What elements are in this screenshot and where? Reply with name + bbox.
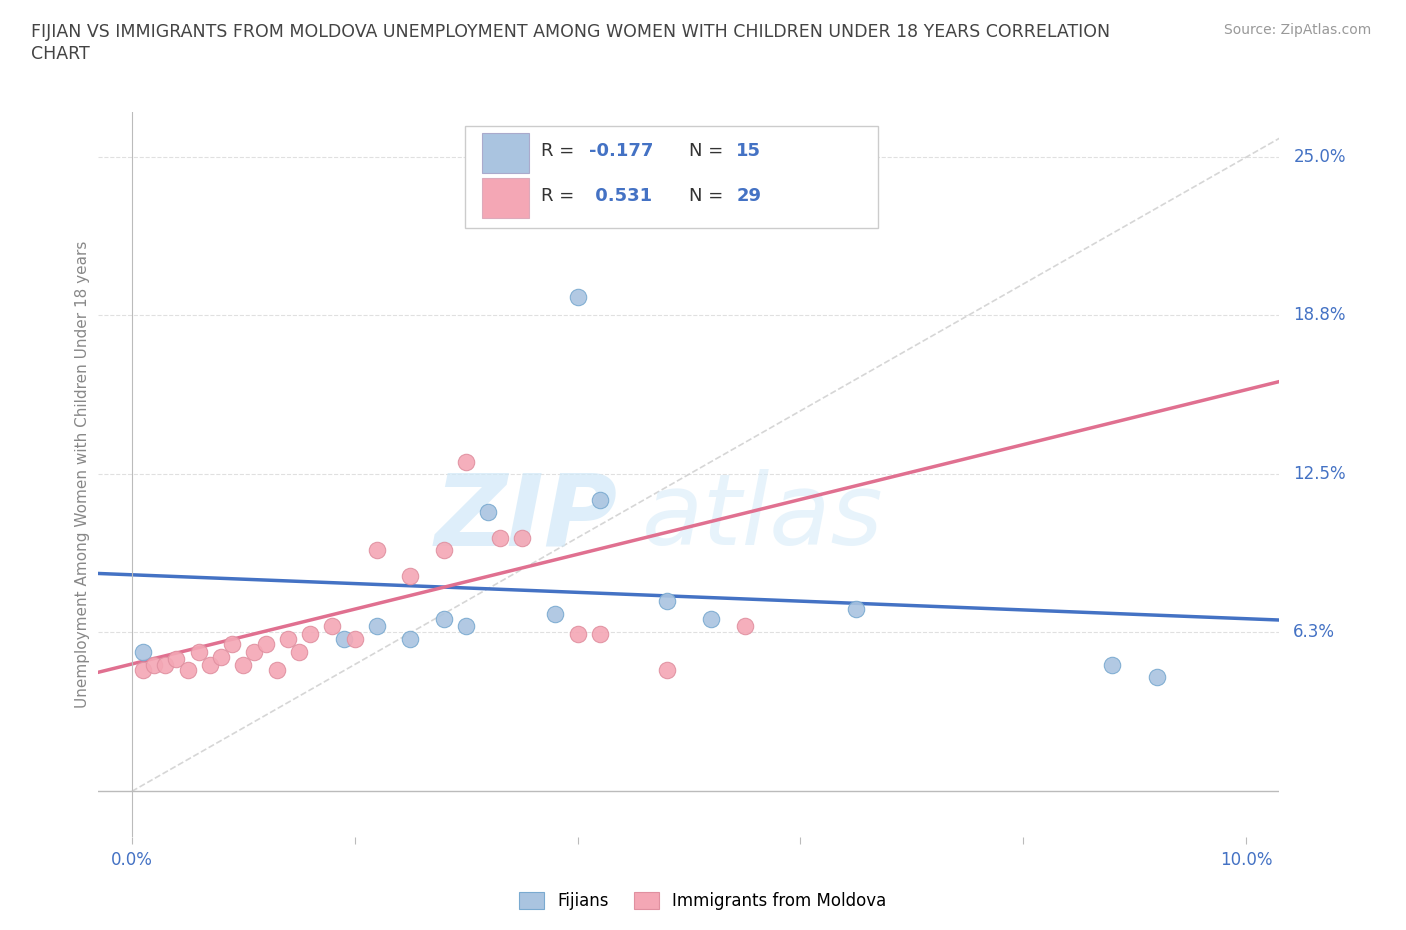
Point [734, 619, 756, 634]
Text: N =: N = [689, 142, 728, 161]
Text: 18.8%: 18.8% [1294, 306, 1346, 324]
Point [845, 602, 868, 617]
Point [589, 627, 612, 642]
Point [321, 619, 343, 634]
Point [510, 150, 533, 165]
Text: 29: 29 [737, 188, 761, 206]
Point [488, 530, 510, 545]
Text: 15: 15 [737, 142, 761, 161]
Point [1101, 658, 1123, 672]
Point [332, 631, 354, 646]
Point [176, 662, 198, 677]
Point [266, 662, 288, 677]
Point [198, 658, 221, 672]
Point [187, 644, 209, 659]
FancyBboxPatch shape [464, 126, 877, 228]
Point [232, 658, 254, 672]
Point [254, 637, 277, 652]
Text: -0.177: -0.177 [589, 142, 652, 161]
Text: 25.0%: 25.0% [1294, 148, 1346, 166]
Text: 6.3%: 6.3% [1294, 622, 1336, 641]
Point [433, 611, 456, 626]
Text: Source: ZipAtlas.com: Source: ZipAtlas.com [1223, 23, 1371, 37]
Point [456, 454, 478, 469]
Text: R =: R = [541, 142, 581, 161]
Text: CHART: CHART [31, 45, 90, 62]
Point [433, 543, 456, 558]
Point [132, 644, 155, 659]
Point [132, 662, 155, 677]
Point [477, 505, 499, 520]
Point [510, 530, 533, 545]
Point [221, 637, 243, 652]
Text: FIJIAN VS IMMIGRANTS FROM MOLDOVA UNEMPLOYMENT AMONG WOMEN WITH CHILDREN UNDER 1: FIJIAN VS IMMIGRANTS FROM MOLDOVA UNEMPL… [31, 23, 1111, 41]
Point [143, 658, 166, 672]
Point [155, 658, 177, 672]
Point [243, 644, 266, 659]
Point [544, 606, 567, 621]
Point [700, 611, 723, 626]
Point [277, 631, 299, 646]
Point [567, 627, 589, 642]
Point [655, 593, 678, 608]
Text: atlas: atlas [641, 470, 883, 566]
Point [655, 662, 678, 677]
Point [1146, 670, 1168, 684]
Point [209, 649, 232, 664]
Point [589, 492, 612, 507]
Point [366, 619, 388, 634]
Text: N =: N = [689, 188, 728, 206]
Point [456, 619, 478, 634]
FancyBboxPatch shape [482, 133, 530, 173]
Text: 12.5%: 12.5% [1294, 465, 1346, 484]
FancyBboxPatch shape [482, 179, 530, 219]
Y-axis label: Unemployment Among Women with Children Under 18 years: Unemployment Among Women with Children U… [75, 241, 90, 708]
Text: 0.531: 0.531 [589, 188, 651, 206]
Legend: Fijians, Immigrants from Moldova: Fijians, Immigrants from Moldova [513, 885, 893, 917]
Point [165, 652, 187, 667]
Point [567, 289, 589, 304]
Point [399, 568, 422, 583]
Point [399, 631, 422, 646]
Point [366, 543, 388, 558]
Text: ZIP: ZIP [434, 470, 619, 566]
Point [299, 627, 322, 642]
Text: R =: R = [541, 188, 581, 206]
Point [343, 631, 366, 646]
Point [288, 644, 311, 659]
